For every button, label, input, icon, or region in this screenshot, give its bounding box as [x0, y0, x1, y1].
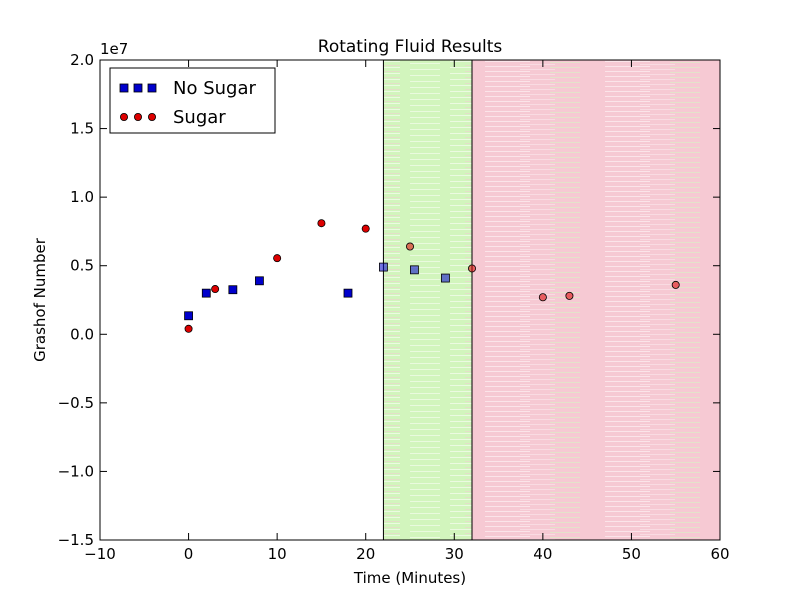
shaded-region	[472, 60, 720, 540]
no-sugar-point	[410, 265, 419, 275]
sugar-point	[361, 224, 370, 233]
no-sugar-point	[441, 273, 450, 283]
x-tick-label: 20	[356, 545, 375, 563]
y-tick-label: 2.0	[70, 51, 94, 69]
legend-no-sugar-marker	[147, 83, 157, 93]
x-tick-label: 40	[533, 545, 552, 563]
sugar-point	[184, 324, 193, 333]
no-sugar-point	[255, 276, 264, 286]
shaded-region	[383, 60, 472, 540]
y-tick-label: −0.5	[58, 394, 94, 412]
sugar-point	[405, 242, 414, 251]
x-tick-label: 60	[710, 545, 729, 563]
y-axis-label: Grashof Number	[31, 237, 49, 362]
axis-ticks: −10 0 10 20 30 40 50 60 −1.5 −1.0 −0.5 0.0 0.5 1.0 1.5…	[58, 51, 730, 563]
legend: No Sugar Sugar	[109, 67, 276, 134]
y-axis-offset-label: 1e7	[100, 40, 128, 58]
no-sugar-point	[184, 311, 193, 321]
legend-no-sugar-label: No Sugar	[173, 78, 256, 99]
sugar-point	[211, 285, 220, 294]
plot-area-frame	[99, 59, 721, 541]
x-tick-label: 30	[445, 545, 464, 563]
no-sugar-point	[228, 285, 238, 295]
y-tick-label: 1.0	[70, 188, 94, 206]
sugar-point	[467, 264, 476, 273]
legend-sugar-marker	[133, 113, 142, 122]
sugar-point	[273, 254, 282, 263]
no-sugar-point	[379, 262, 388, 272]
x-tick-label: 50	[622, 545, 641, 563]
sugar-point	[317, 219, 326, 228]
x-tick-label: 0	[184, 545, 194, 563]
legend-no-sugar-marker	[119, 83, 129, 93]
legend-no-sugar-marker	[133, 83, 143, 93]
shaded-regions	[382, 60, 720, 540]
x-tick-label: −10	[84, 545, 116, 563]
sugar-point	[565, 291, 574, 300]
legend-sugar-marker	[147, 113, 156, 122]
sugar-point	[538, 293, 547, 302]
legend-sugar-marker	[120, 113, 129, 122]
y-tick-label: −1.0	[58, 462, 94, 480]
data-points	[184, 219, 680, 333]
legend-box	[109, 67, 276, 134]
no-sugar-point	[343, 288, 353, 298]
x-axis-label: Time (Minutes)	[353, 569, 466, 587]
sugar-point	[671, 280, 680, 289]
y-tick-label: 1.5	[70, 120, 94, 138]
y-tick-label: 0.0	[70, 325, 94, 343]
x-tick-label: 10	[268, 545, 287, 563]
legend-sugar-label: Sugar	[173, 107, 226, 128]
y-tick-label: 0.5	[70, 257, 94, 275]
no-sugar-point	[201, 288, 211, 298]
y-tick-label: −1.5	[58, 531, 94, 549]
chart-title: Rotating Fluid Results	[318, 37, 503, 57]
